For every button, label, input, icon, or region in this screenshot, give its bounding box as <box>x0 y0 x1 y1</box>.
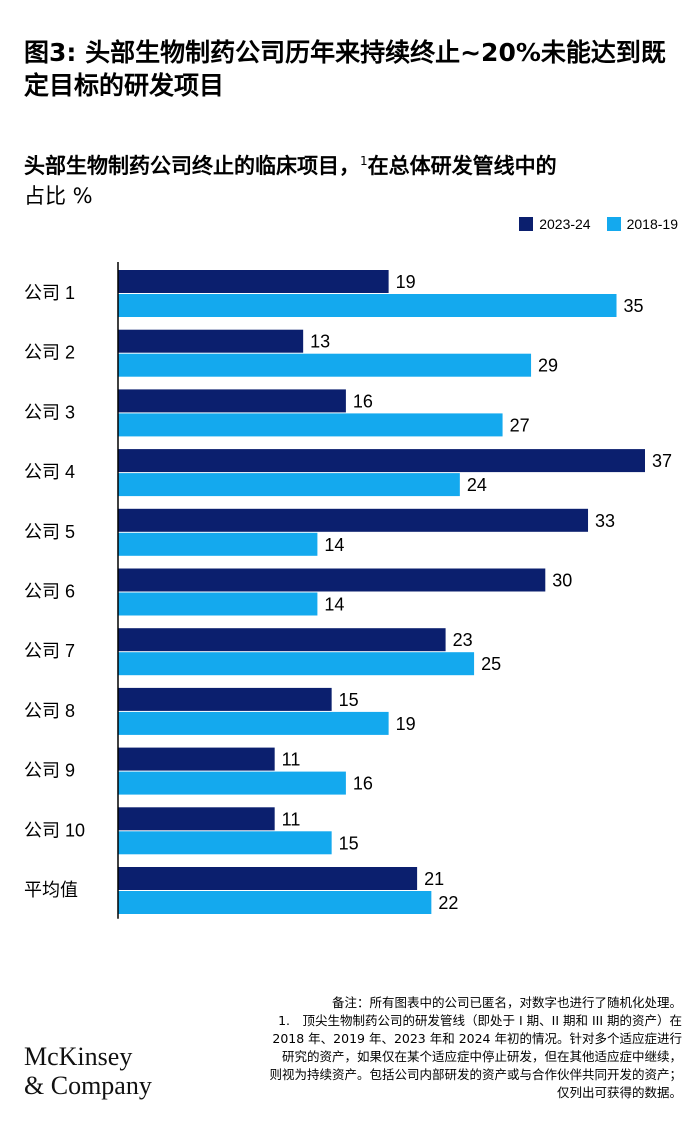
footnote-marker: 1 <box>360 154 368 168</box>
category-label: 公司 7 <box>24 641 75 661</box>
bar-2018-19 <box>118 294 617 317</box>
data-label: 21 <box>424 869 444 889</box>
bar-2023-24 <box>118 747 275 771</box>
data-label: 14 <box>324 595 344 615</box>
bar-2018-19 <box>118 592 318 616</box>
data-label: 15 <box>339 833 359 853</box>
data-label: 13 <box>310 332 330 352</box>
data-label: 16 <box>353 774 373 794</box>
category-label: 公司 10 <box>24 820 85 840</box>
bar-2023-24 <box>118 329 304 353</box>
data-label: 37 <box>652 451 672 471</box>
data-label: 29 <box>538 356 558 376</box>
bar-2023-24 <box>118 867 418 890</box>
category-label: 公司 1 <box>24 283 75 303</box>
category-label: 公司 2 <box>24 343 75 363</box>
category-label: 公司 6 <box>24 582 75 602</box>
bar-2018-19 <box>118 891 432 914</box>
category-label: 平均值 <box>24 880 78 900</box>
bar-2018-19 <box>118 771 346 795</box>
bar-2018-19 <box>118 532 318 556</box>
bar-2023-24 <box>118 270 389 293</box>
legend-label-2023: 2023-24 <box>539 216 591 232</box>
data-label: 35 <box>624 296 644 316</box>
legend-swatch-2023 <box>519 217 534 231</box>
data-label: 19 <box>396 272 416 292</box>
data-label: 16 <box>353 391 373 411</box>
bar-2018-19 <box>118 711 389 735</box>
category-label: 公司 5 <box>24 522 75 542</box>
page-title: 图3: 头部生物制药公司历年来持续终止~20%未能达到既定目标的研发项目 <box>24 38 666 100</box>
note-text: 备注：所有图表中的公司已匿名，对数字也进行了随机化处理。 <box>331 995 682 1010</box>
category-label: 公司 3 <box>24 402 75 422</box>
legend-label-2018: 2018-19 <box>626 216 678 232</box>
legend-item-2023: 2023-24 <box>519 216 591 232</box>
bar-2023-24 <box>118 807 275 831</box>
legend-item-2018: 2018-19 <box>606 216 678 232</box>
data-label: 24 <box>467 475 487 495</box>
bar-chart: 公司 1 19 35 公司 2 13 29 公司 3 16 27 公司 4 37 24 公司 5 33 14… <box>24 262 672 919</box>
data-label: 11 <box>282 750 301 770</box>
bar-2023-24 <box>118 687 332 711</box>
data-label: 30 <box>552 571 572 591</box>
subtitle-rest: 在总体研发管线中的 <box>367 154 557 178</box>
chart-legend: 2023-24 2018-19 <box>519 216 678 232</box>
chart-notes: 备注：所有图表中的公司已匿名，对数字也进行了随机化处理。 1. 顶尖生物制药公司… <box>222 994 682 1102</box>
data-label: 11 <box>282 809 301 829</box>
bar-2018-19 <box>118 413 503 437</box>
mckinsey-logo: McKinsey & Company <box>24 1042 152 1100</box>
bar-2018-19 <box>118 831 332 855</box>
data-label: 19 <box>396 714 416 734</box>
bar-2018-19 <box>118 473 460 497</box>
footnote-line: 仅列出可获得的数据。 <box>556 1085 682 1100</box>
bar-2023-24 <box>118 449 645 473</box>
logo-line-1: McKinsey <box>24 1042 133 1071</box>
data-label: 27 <box>510 415 530 435</box>
footnote-line: 1. 顶尖生物制药公司的研发管线（即处于 I 期、II 期和 III 期的资产）… <box>278 1013 682 1028</box>
bar-2023-24 <box>118 628 446 652</box>
data-label: 22 <box>438 893 458 913</box>
chart-subtitle: 头部生物制药公司终止的临床项目，1在总体研发管线中的占比 % <box>24 146 684 211</box>
category-label: 公司 8 <box>24 701 75 721</box>
subtitle-unit: 占比 % <box>24 184 93 208</box>
data-label: 23 <box>453 630 473 650</box>
bar-2018-19 <box>118 353 532 377</box>
subtitle-main: 头部生物制药公司终止的临床项目， <box>24 154 360 178</box>
category-label: 公司 9 <box>24 761 75 781</box>
footnote-line: 2018 年、2019 年、2023 年和 2024 年初的情况。针对多个适应症… <box>272 1031 682 1046</box>
logo-line-2: & Company <box>24 1071 152 1100</box>
bar-2023-24 <box>118 508 589 532</box>
footnote-line: 则视为持续资产。包括公司内部研发的资产或与合作伙伴共同开发的资产； <box>269 1067 682 1082</box>
data-label: 33 <box>595 511 615 531</box>
data-label: 14 <box>324 535 344 555</box>
bar-2018-19 <box>118 652 475 676</box>
legend-swatch-2018 <box>606 217 621 231</box>
bar-2023-24 <box>118 389 346 413</box>
category-label: 公司 4 <box>24 462 75 482</box>
bar-2023-24 <box>118 568 546 592</box>
data-label: 15 <box>339 690 359 710</box>
footnote-line: 研究的资产，如果仅在某个适应症中停止研发，但在其他适应症中继续， <box>281 1049 682 1064</box>
data-label: 25 <box>481 654 501 674</box>
